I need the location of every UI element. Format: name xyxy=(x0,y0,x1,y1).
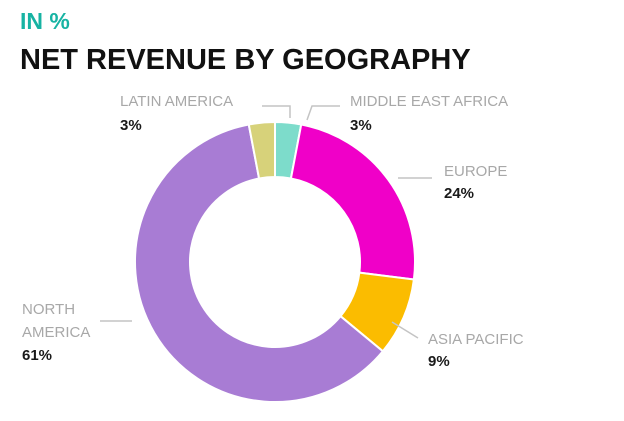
chart-title: NET REVENUE BY GEOGRAPHY xyxy=(20,44,471,76)
slice-label-north-america-line2: AMERICA xyxy=(22,324,90,341)
slice-label-north-america-line1: NORTH xyxy=(22,301,75,318)
slice-label-latin-america: LATIN AMERICA xyxy=(120,93,233,110)
slice-latin-america xyxy=(247,120,276,180)
slice-north-america xyxy=(134,123,385,403)
slice-value-north-america: 61% xyxy=(22,347,52,364)
slice-europe xyxy=(289,123,416,281)
unit-label: IN % xyxy=(20,8,70,34)
leader-line-latin-america xyxy=(262,105,291,118)
slice-value-asia-pacific: 9% xyxy=(428,353,450,370)
slice-value-europe: 24% xyxy=(444,185,474,202)
leader-line-middle-east-africa xyxy=(306,105,340,121)
slice-value-middle-east-africa: 3% xyxy=(350,117,372,134)
slice-label-asia-pacific: ASIA PACIFIC xyxy=(428,331,524,348)
slice-label-europe: EUROPE xyxy=(444,163,507,180)
leader-line-asia-pacific xyxy=(391,321,419,339)
slice-label-middle-east-africa: MIDDLE EAST AFRICA xyxy=(350,93,508,110)
slice-value-latin-america: 3% xyxy=(120,117,142,134)
